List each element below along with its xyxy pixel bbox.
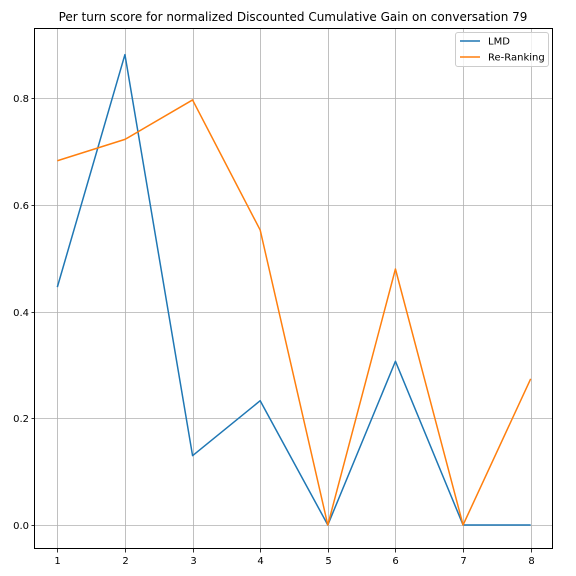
- x-tick-label: 4: [257, 556, 263, 567]
- x-tick-label: 2: [122, 556, 128, 567]
- legend-label: Re-Ranking: [488, 53, 545, 64]
- x-tick-label: 8: [528, 556, 534, 567]
- x-tick-label: 5: [325, 556, 331, 567]
- grid: [35, 29, 553, 549]
- series-line-re-ranking: [57, 99, 532, 526]
- x-tick-label: 7: [460, 556, 466, 567]
- y-tick-label: 0.8: [13, 94, 29, 105]
- y-tick-label: 0.6: [13, 201, 29, 212]
- series-line-lmd: [56, 53, 531, 526]
- plot-area-frame: [34, 28, 553, 549]
- y-tick-label: 0.2: [13, 414, 29, 425]
- y-tick-label: 0.4: [13, 308, 29, 319]
- legend: LMD Re-Ranking: [455, 32, 549, 67]
- x-tick-label: 6: [392, 556, 398, 567]
- y-tick-label: 0.0: [13, 521, 29, 532]
- x-tick-label: 1: [54, 556, 60, 567]
- ticks: 1 2 3 4 5 6 7 8 0.0 0.2 0.4 0.6 0.8: [13, 94, 535, 567]
- legend-label: LMD: [488, 37, 510, 48]
- series-layer: [56, 53, 532, 526]
- chart-title: Per turn score for normalized Discounted…: [59, 10, 528, 24]
- x-tick-label: 3: [190, 556, 196, 567]
